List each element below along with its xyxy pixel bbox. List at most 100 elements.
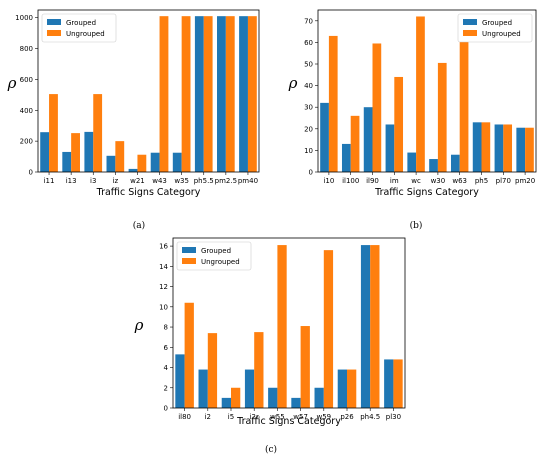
bar-grouped-w21: [128, 168, 138, 172]
x-tick-label: ph5.5: [194, 177, 214, 185]
y-axis-title: ρ: [134, 316, 144, 334]
y-tick-label: 16: [159, 243, 168, 251]
y-tick-label: 600: [20, 76, 33, 84]
plot-frame: [317, 9, 537, 173]
bar-ungrouped-i3: [93, 94, 103, 172]
y-axis-title: ρ: [7, 74, 17, 92]
y-tick-label: 0: [29, 169, 33, 177]
bar-ungrouped-w59: [323, 250, 334, 408]
legend-swatch-grouped: [182, 247, 196, 253]
x-tick-label: im: [390, 177, 399, 185]
bar-ungrouped-pm2.5: [225, 16, 235, 173]
legend: Grouped Ungrouped: [176, 241, 252, 271]
bar-grouped-pm40: [239, 16, 248, 173]
y-tick-label: 6: [164, 344, 169, 352]
bar-grouped-iz: [106, 155, 116, 172]
bar-ungrouped-w30: [437, 62, 447, 172]
bar-ungrouped-w55: [277, 245, 287, 408]
bar-grouped-im: [385, 124, 395, 172]
chart-panel-c: il80 i2 i5 i2r w55 w57 w59 p26 ph4.5 pl30 0 2 4 6 8 10 1…: [134, 237, 406, 455]
bar-grouped-ph5.5: [194, 16, 204, 173]
bar-ungrouped-pm20: [525, 127, 534, 172]
bar-ungrouped-pl30: [393, 359, 403, 408]
y-tick-label: 10: [159, 303, 168, 311]
x-tick-label: pm40: [238, 177, 258, 185]
x-tick-label: pl30: [386, 413, 401, 421]
chart-panel-b: i10 il100 il90 im wc w30 w63 ph5 pl70 pm20 0 10 20 30…: [288, 9, 537, 231]
bar-grouped-w59: [314, 387, 324, 408]
bar-grouped-w43: [150, 152, 160, 172]
legend-swatch-ungrouped: [463, 30, 477, 36]
y-tick-label: 30: [304, 104, 313, 112]
x-tick-label: i3: [90, 177, 96, 185]
legend-swatch-ungrouped: [182, 258, 196, 264]
x-tick-label: ph4.5: [360, 413, 380, 421]
y-tick-label: 50: [304, 61, 313, 69]
bar-ungrouped-ph4.5: [370, 245, 380, 408]
panel-caption: (a): [133, 220, 145, 231]
x-tick-label: w21: [130, 177, 145, 185]
y-tick-label: 70: [304, 17, 313, 25]
bar-grouped-il90: [363, 107, 373, 172]
panel-caption: (c): [265, 444, 277, 455]
x-tick-label: w57: [293, 413, 308, 421]
legend: Grouped Ungrouped: [457, 13, 533, 43]
bar-ungrouped-p26: [347, 369, 357, 408]
bar-grouped-il80: [175, 354, 185, 408]
x-tick-label: pm20: [515, 177, 535, 185]
y-tick-label: 10: [304, 147, 313, 155]
bar-grouped-pm20: [516, 127, 526, 172]
plot-frame: [172, 237, 406, 409]
bar-ungrouped-pl70: [503, 124, 513, 172]
x-tick-label: ph5: [475, 177, 488, 185]
bar-ungrouped-i13: [71, 133, 80, 172]
bar-ungrouped-il90: [372, 43, 382, 173]
bar-grouped-i3: [84, 131, 94, 172]
x-tick-label: il100: [342, 177, 359, 185]
chart-panel-a: i11 i13 i3 iz w21 w43 w35 ph5.5 pm2.5 pm40 0 200 400…: [7, 9, 260, 231]
bar-grouped-i11: [40, 132, 50, 172]
bar-ungrouped-i5: [231, 387, 241, 408]
bar-ungrouped-w35: [181, 16, 191, 173]
bar-grouped-i2: [198, 369, 208, 408]
bar-grouped-ph4.5: [360, 245, 371, 408]
bar-grouped-pl70: [494, 124, 504, 172]
x-tick-label: w35: [174, 177, 189, 185]
bar-ungrouped-im: [394, 76, 404, 172]
bar-grouped-ph5: [472, 122, 482, 172]
plot-frame: [37, 9, 260, 173]
x-axis-title: Traffic Signs Category: [236, 416, 341, 427]
legend-swatch-ungrouped: [47, 30, 61, 36]
bar-grouped-pl30: [384, 359, 394, 408]
panel-caption: (b): [410, 220, 423, 231]
y-tick-label: 20: [304, 125, 313, 133]
legend-label-ungrouped: Ungrouped: [66, 30, 105, 38]
y-axis-title: ρ: [288, 74, 298, 92]
x-tick-label: p26: [340, 413, 354, 421]
x-tick-label: iz: [113, 177, 119, 185]
bar-ungrouped-w57: [300, 326, 310, 408]
legend: Grouped Ungrouped: [41, 13, 117, 43]
bar-grouped-i5: [221, 397, 231, 408]
bar-grouped-w63: [450, 154, 460, 172]
bar-ungrouped-ph5: [481, 122, 491, 172]
bar-ungrouped-wc: [416, 16, 425, 173]
bar-ungrouped-ph5.5: [203, 16, 213, 173]
x-tick-label: il90: [366, 177, 379, 185]
legend-label-grouped: Grouped: [66, 19, 96, 27]
x-tick-label: i2r: [250, 413, 259, 421]
y-tick-label: 400: [20, 107, 33, 115]
bar-ungrouped-w43: [159, 16, 169, 173]
x-tick-label: pl70: [496, 177, 511, 185]
x-tick-label: w63: [452, 177, 467, 185]
y-tick-label: 14: [159, 263, 168, 271]
bar-ungrouped-il80: [184, 302, 194, 408]
bar-grouped-wc: [407, 152, 417, 172]
y-tick-label: 12: [159, 283, 168, 291]
x-tick-label: il80: [178, 413, 191, 421]
bar-ungrouped-i11: [49, 94, 58, 172]
bar-grouped-w55: [268, 387, 278, 408]
y-tick-label: 4: [164, 364, 169, 372]
bar-ungrouped-iz: [115, 141, 125, 172]
